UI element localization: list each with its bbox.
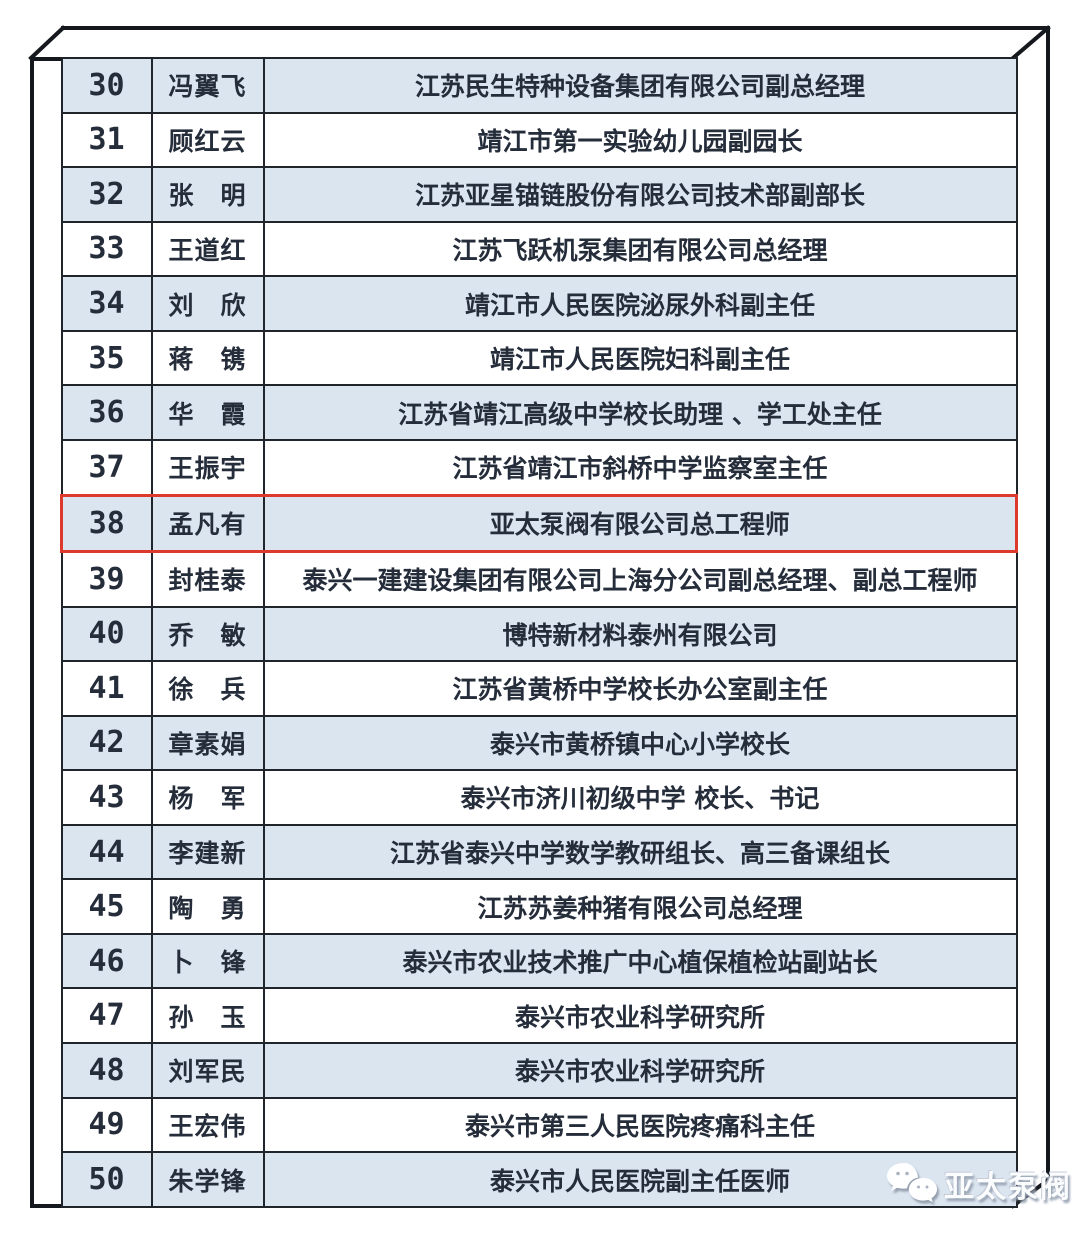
title-cell: 博特新材料泰州有限公司 — [262, 605, 1018, 663]
table-row: 32 张 明 江苏亚星锚链股份有限公司技术部副部长 — [60, 166, 1018, 223]
row-number-cell: 30 — [60, 57, 153, 114]
row-number-cell: 39 — [60, 550, 153, 608]
table-row: 36 华 霞 江苏省靖江高级中学校长助理 、学工处主任 — [60, 384, 1018, 441]
name-cell: 杨 军 — [150, 769, 265, 826]
title-cell: 江苏苏姜种猪有限公司总经理 — [262, 878, 1018, 935]
title-cell: 泰兴一建建设集团有限公司上海分公司副总经理、副总工程师 — [262, 550, 1018, 608]
title-cell: 江苏省泰兴中学数学教研组长、高三备课组长 — [262, 823, 1018, 881]
table-body: 30 冯翼飞 江苏民生特种设备集团有限公司副总经理 31 顾红云 靖江市第一实验… — [60, 57, 1018, 1208]
row-number-cell: 48 — [60, 1042, 153, 1099]
name-cell: 朱学锋 — [150, 1151, 265, 1208]
table-row: 46 卜 锋 泰兴市农业技术推广中心植保植检站副站长 — [60, 932, 1018, 990]
title-cell: 江苏省靖江市斜桥中学监察室主任 — [262, 438, 1018, 497]
table-row: 30 冯翼飞 江苏民生特种设备集团有限公司副总经理 — [60, 57, 1018, 114]
table-row: 43 杨 军 泰兴市济川初级中学 校长、书记 — [60, 769, 1018, 826]
name-cell: 华 霞 — [150, 384, 265, 441]
name-cell: 顾红云 — [150, 111, 265, 169]
table-row: 33 王道红 江苏飞跃机泵集团有限公司总经理 — [60, 220, 1018, 278]
name-cell: 陶 勇 — [150, 878, 265, 935]
frame-top-right-diagonal — [1010, 25, 1051, 61]
table-row: 40 乔 敏 博特新材料泰州有限公司 — [60, 605, 1018, 663]
table-row: 50 朱学锋 泰兴市人民医院副主任医师 — [60, 1151, 1018, 1208]
row-number-cell: 34 — [60, 275, 153, 332]
row-number-cell: 35 — [60, 329, 153, 387]
name-cell: 刘军民 — [150, 1042, 265, 1099]
name-cell: 孙 玉 — [150, 987, 265, 1044]
table-row: 45 陶 勇 江苏苏姜种猪有限公司总经理 — [60, 878, 1018, 935]
frame-bottom-right-diagonal — [1010, 1177, 1051, 1209]
row-number-cell: 43 — [60, 769, 153, 826]
row-number-cell: 32 — [60, 166, 153, 223]
table-row: 31 顾红云 靖江市第一实验幼儿园副园长 — [60, 111, 1018, 169]
name-cell: 蒋 镌 — [150, 329, 265, 387]
table-row: 39 封桂泰 泰兴一建建设集团有限公司上海分公司副总经理、副总工程师 — [60, 550, 1018, 608]
row-number-cell: 40 — [60, 605, 153, 663]
title-cell: 江苏省靖江高级中学校长助理 、学工处主任 — [262, 384, 1018, 441]
name-cell: 冯翼飞 — [150, 57, 265, 114]
award-roster-table: 30 冯翼飞 江苏民生特种设备集团有限公司副总经理 31 顾红云 靖江市第一实验… — [60, 57, 1018, 1208]
title-cell: 亚太泵阀有限公司总工程师 — [262, 493, 1018, 553]
title-cell: 江苏飞跃机泵集团有限公司总经理 — [262, 220, 1018, 278]
frame-top-left-diagonal — [28, 25, 66, 61]
title-cell: 泰兴市农业技术推广中心植保植检站副站长 — [262, 932, 1018, 990]
row-number-cell: 42 — [60, 714, 153, 772]
row-number-cell: 46 — [60, 932, 153, 990]
table-row: 35 蒋 镌 靖江市人民医院妇科副主任 — [60, 329, 1018, 387]
row-number-cell: 38 — [60, 493, 153, 553]
table-row: 48 刘军民 泰兴市农业科学研究所 — [60, 1042, 1018, 1099]
title-cell: 靖江市人民医院泌尿外科副主任 — [262, 275, 1018, 332]
row-number-cell: 31 — [60, 111, 153, 169]
name-cell: 张 明 — [150, 166, 265, 223]
title-cell: 江苏亚星锚链股份有限公司技术部副部长 — [262, 166, 1018, 223]
row-number-cell: 37 — [60, 438, 153, 497]
table-row: 34 刘 欣 靖江市人民医院泌尿外科副主任 — [60, 275, 1018, 332]
title-cell: 江苏民生特种设备集团有限公司副总经理 — [262, 57, 1018, 114]
title-cell: 靖江市第一实验幼儿园副园长 — [262, 111, 1018, 169]
row-number-cell: 50 — [60, 1151, 153, 1208]
row-number-cell: 41 — [60, 660, 153, 717]
table-row: 47 孙 玉 泰兴市农业科学研究所 — [60, 987, 1018, 1044]
name-cell: 章素娟 — [150, 714, 265, 772]
title-cell: 泰兴市人民医院副主任医师 — [262, 1151, 1018, 1208]
title-cell: 泰兴市农业科学研究所 — [262, 987, 1018, 1044]
name-cell: 孟凡有 — [150, 493, 265, 553]
table-row: 49 王宏伟 泰兴市第三人民医院疼痛科主任 — [60, 1096, 1018, 1154]
row-number-cell: 44 — [60, 823, 153, 881]
name-cell: 封桂泰 — [150, 550, 265, 608]
row-number-cell: 47 — [60, 987, 153, 1044]
name-cell: 刘 欣 — [150, 275, 265, 332]
title-cell: 江苏省黄桥中学校长办公室副主任 — [262, 660, 1018, 717]
row-number-cell: 36 — [60, 384, 153, 441]
title-cell: 泰兴市农业科学研究所 — [262, 1042, 1018, 1099]
row-number-cell: 33 — [60, 220, 153, 278]
name-cell: 徐 兵 — [150, 660, 265, 717]
name-cell: 卜 锋 — [150, 932, 265, 990]
table-row: 37 王振宇 江苏省靖江市斜桥中学监察室主任 — [60, 438, 1018, 497]
table-row: 38 孟凡有 亚太泵阀有限公司总工程师 — [60, 493, 1018, 553]
title-cell: 泰兴市黄桥镇中心小学校长 — [262, 714, 1018, 772]
name-cell: 乔 敏 — [150, 605, 265, 663]
name-cell: 李建新 — [150, 823, 265, 881]
table-row: 44 李建新 江苏省泰兴中学数学教研组长、高三备课组长 — [60, 823, 1018, 881]
name-cell: 王道红 — [150, 220, 265, 278]
title-cell: 靖江市人民医院妇科副主任 — [262, 329, 1018, 387]
title-cell: 泰兴市第三人民医院疼痛科主任 — [262, 1096, 1018, 1154]
row-number-cell: 49 — [60, 1096, 153, 1154]
title-cell: 泰兴市济川初级中学 校长、书记 — [262, 769, 1018, 826]
table-row: 42 章素娟 泰兴市黄桥镇中心小学校长 — [60, 714, 1018, 772]
table-row: 41 徐 兵 江苏省黄桥中学校长办公室副主任 — [60, 660, 1018, 717]
row-number-cell: 45 — [60, 878, 153, 935]
name-cell: 王振宇 — [150, 438, 265, 497]
name-cell: 王宏伟 — [150, 1096, 265, 1154]
